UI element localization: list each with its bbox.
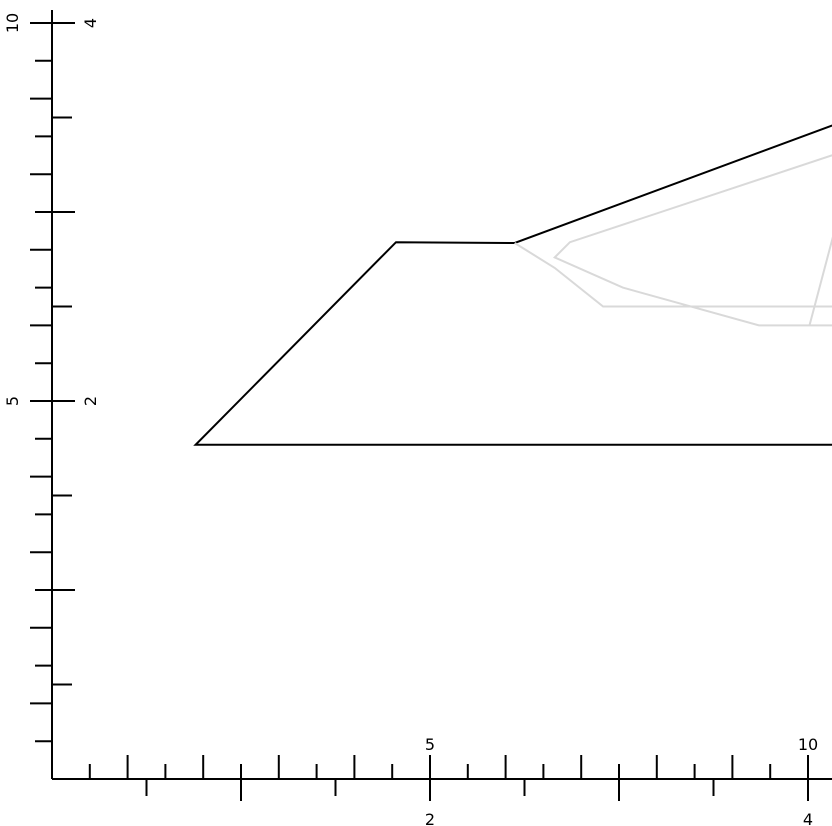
y-primary-tick-label: 5 <box>3 396 22 406</box>
x-secondary-tick-label: 2 <box>425 810 435 826</box>
x-primary-tick-label: 10 <box>798 735 818 754</box>
y-axis-secondary-ticks: 24 <box>52 18 100 686</box>
x-primary-tick-label: 5 <box>425 735 435 754</box>
y-primary-tick-label: 10 <box>3 13 22 33</box>
y-axis-primary-ticks: 5 10 <box>3 13 52 743</box>
series-line-4 <box>808 236 832 326</box>
x-secondary-tick-label: 4 <box>803 810 813 826</box>
series-layer <box>193 124 832 446</box>
y-secondary-tick-label: 4 <box>81 18 100 28</box>
y-secondary-tick-label: 2 <box>81 396 100 406</box>
series-line-2 <box>514 242 832 308</box>
x-axis-primary-ticks: 5 10 <box>88 735 818 779</box>
series-line-3 <box>552 154 832 327</box>
series-line-1 <box>193 124 832 446</box>
